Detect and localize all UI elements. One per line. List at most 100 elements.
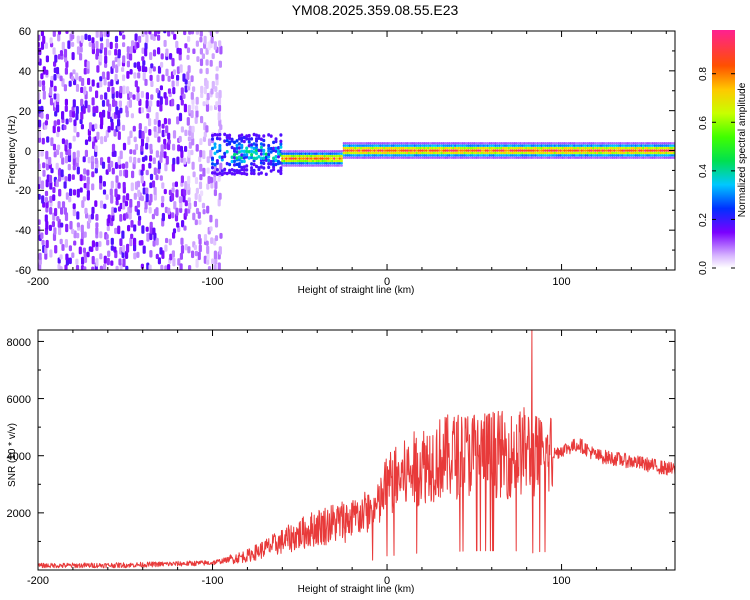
spectrogram-cell [274,149,278,153]
spectrogram-cell [304,154,307,158]
spectrogram-cell [167,118,171,125]
spectrogram-cell [56,216,60,222]
spectrogram-cell [469,144,472,147]
spectrogram-cell [350,151,353,155]
spectrogram-cell [319,164,322,167]
spectrogram-cell [179,263,183,270]
spectrogram-cell [622,144,626,147]
spectrogram-cell [590,142,593,145]
spectrogram-cell [218,143,222,148]
spectrogram-cell [505,146,508,150]
spectrogram-cell [434,144,437,147]
spectrogram-cell [240,153,244,157]
spectrogram-cell [209,59,213,67]
spectrogram-cell [247,156,251,160]
spectrogram-cell [561,146,564,150]
spectrogram-cell [179,95,183,101]
spectrogram-cell [214,235,219,242]
spectrogram-cell [285,150,288,153]
spectrogram-cell [220,172,224,177]
spectrogram-cell [563,144,566,147]
spectrogram-cell [540,151,543,155]
spectrogram-cell [49,87,53,96]
spectrogram-cell [195,187,199,194]
spectrogram-cell [563,149,566,152]
spectrogram-cell [133,62,137,68]
spectrogram-cell [646,154,649,157]
spectrogram-cell [502,144,505,147]
spectrogram-cell [136,42,140,49]
spectrogram-cell [175,207,179,216]
spectrogram-cell [642,144,645,147]
spectrogram-cell [119,214,123,222]
snr-series-line [38,330,675,569]
spectrogram-cell [102,189,107,195]
spectrogram-cell [523,142,526,145]
spectrogram-cell [52,194,56,201]
spectrogram-cell [179,64,183,73]
spectrogram-cell [65,139,69,146]
spectrogram-cell [383,142,386,145]
spectrogram-cell [415,144,418,147]
spectrogram-cell [509,151,512,155]
spectrogram-cell [298,159,301,163]
spectrogram-cell [321,157,324,160]
spectrogram-cell [411,142,414,145]
spectrogram-cell [613,144,616,147]
spectrogram-cell [346,156,349,159]
spectrogram-cell [384,154,388,157]
spectrogram-cell [555,144,558,147]
spectrogram-cell [402,156,405,159]
spectrogram-cell [415,149,418,152]
spectrogram-cell [651,149,654,152]
spectrogram-cell [172,69,176,76]
spectrogram-cell [381,156,384,159]
spectrogram-cell [264,155,268,160]
spectrogram-cell [479,144,482,147]
spectrogram-cell [109,41,113,50]
spectrogram-cell [122,34,126,40]
spectrogram-cell [177,258,181,266]
spectrogram-cell [496,142,499,145]
spectrogram-cell [99,111,103,118]
colorbar-tick: 0.6 [698,116,709,130]
spectrogram-cell [621,146,624,150]
spectrogram-cell [617,146,620,150]
spectrogram-cell [67,148,72,156]
spectrogram-cell [590,151,593,155]
spectrogram-cell [86,176,90,186]
spectrogram-cell [513,156,516,159]
spectrogram-cell [373,149,376,152]
spectrogram-cell [440,154,443,157]
spectrogram-cell [379,156,382,159]
spectrogram-cell [404,149,407,152]
spectrogram-cell [300,152,303,155]
spectrogram-cell [536,149,539,152]
spectrogram-cell [311,150,315,153]
spectrogram-cell [450,156,453,159]
spectrogram-cell [561,156,564,159]
spectrogram-cell [373,154,376,157]
spectrogram-cell [659,156,662,159]
spectrogram-cell [228,168,232,173]
spectrogram-cell [346,144,349,147]
spectrogram-cell [82,106,86,114]
spectrogram-cell [193,200,197,207]
spectrogram-cell [108,50,112,56]
spectrogram-cell [342,142,345,145]
spectrogram-cell [655,142,658,145]
spectrogram-cell [571,149,574,152]
spectrogram-cell [313,157,317,160]
spectrogram-cell [379,144,382,147]
spectrogram-cell [617,149,620,152]
spectrogram-cell [669,151,672,155]
spectrogram-cell [142,60,146,66]
spectrogram-cell [237,134,241,138]
spectrogram-cell [377,151,380,155]
spectrogram-cell [211,156,214,160]
spectrogram-cell [149,250,153,258]
spectrogram-cell [477,146,480,150]
spectrogram-cell [425,149,428,152]
spectrogram-cell [252,162,256,167]
spectrogram-cell [240,133,244,137]
